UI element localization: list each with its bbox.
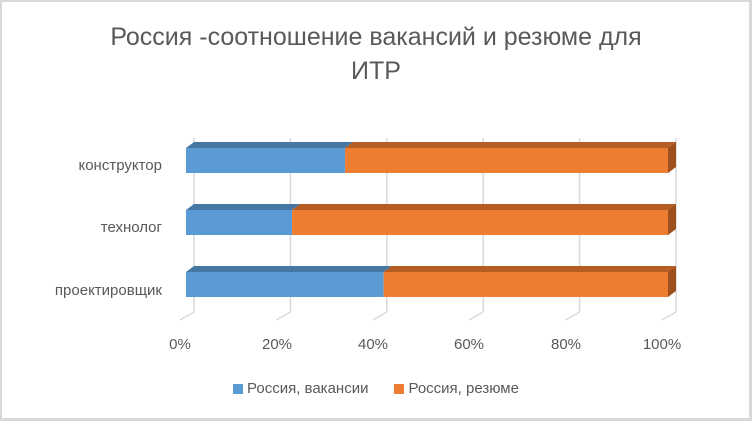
chart-title-line-2: ИТР — [351, 57, 401, 85]
bar-rezyume-2 — [383, 272, 668, 297]
bar-top-face — [292, 204, 676, 210]
category-label-proektirovshchik: проектировщик — [54, 282, 162, 299]
gridline-floor — [468, 311, 484, 321]
x-tick-40: 40% — [357, 336, 389, 353]
bar-vakansii-2 — [186, 272, 384, 297]
bar-rezyume-1 — [292, 210, 668, 235]
bar-rezyume-0 — [345, 148, 668, 173]
x-tick-60: 60% — [453, 336, 485, 353]
legend-label-rezyume: Россия, резюме — [408, 380, 519, 397]
legend-swatch-vakansii — [233, 383, 244, 394]
legend-item-rezyume[interactable]: Россия, резюме — [394, 380, 519, 397]
bar-top-face — [186, 204, 301, 210]
gridline-floor — [276, 311, 291, 321]
chart-title-line-1: Россия -соотношение вакансий и резюме дл… — [110, 23, 642, 51]
bar-vakansii-1 — [186, 210, 293, 235]
category-label-konstruktor: конструктор — [78, 157, 162, 174]
category-label-tekhnolog: технолог — [100, 219, 162, 236]
bar-top-face — [345, 142, 676, 148]
bar-side-face — [668, 204, 676, 235]
chart-title: Россия -соотношение вакансий и резюме дл… — [0, 20, 752, 88]
x-tick-80: 80% — [550, 336, 582, 353]
legend-item-vakansii[interactable]: Россия, вакансии — [233, 380, 368, 397]
legend-swatch-rezyume — [394, 383, 405, 394]
gridline-floor — [661, 311, 677, 321]
x-tick-20: 20% — [261, 336, 293, 353]
gridline-floor — [372, 311, 388, 321]
bar-top-face — [186, 142, 354, 148]
bar-side-face — [668, 266, 676, 297]
x-tick-0: 0% — [169, 336, 191, 353]
x-tick-100: 100% — [642, 336, 682, 353]
bar-side-face — [668, 142, 676, 173]
bar-top-face — [383, 266, 676, 272]
legend-label-vakansii: Россия, вакансии — [247, 380, 369, 397]
bar-top-face — [186, 266, 392, 272]
gridline-floor — [179, 311, 195, 321]
gridline-floor — [565, 311, 580, 321]
bar-vakansii-0 — [186, 148, 346, 173]
legend: Россия, вакансии Россия, резюме — [0, 380, 752, 397]
